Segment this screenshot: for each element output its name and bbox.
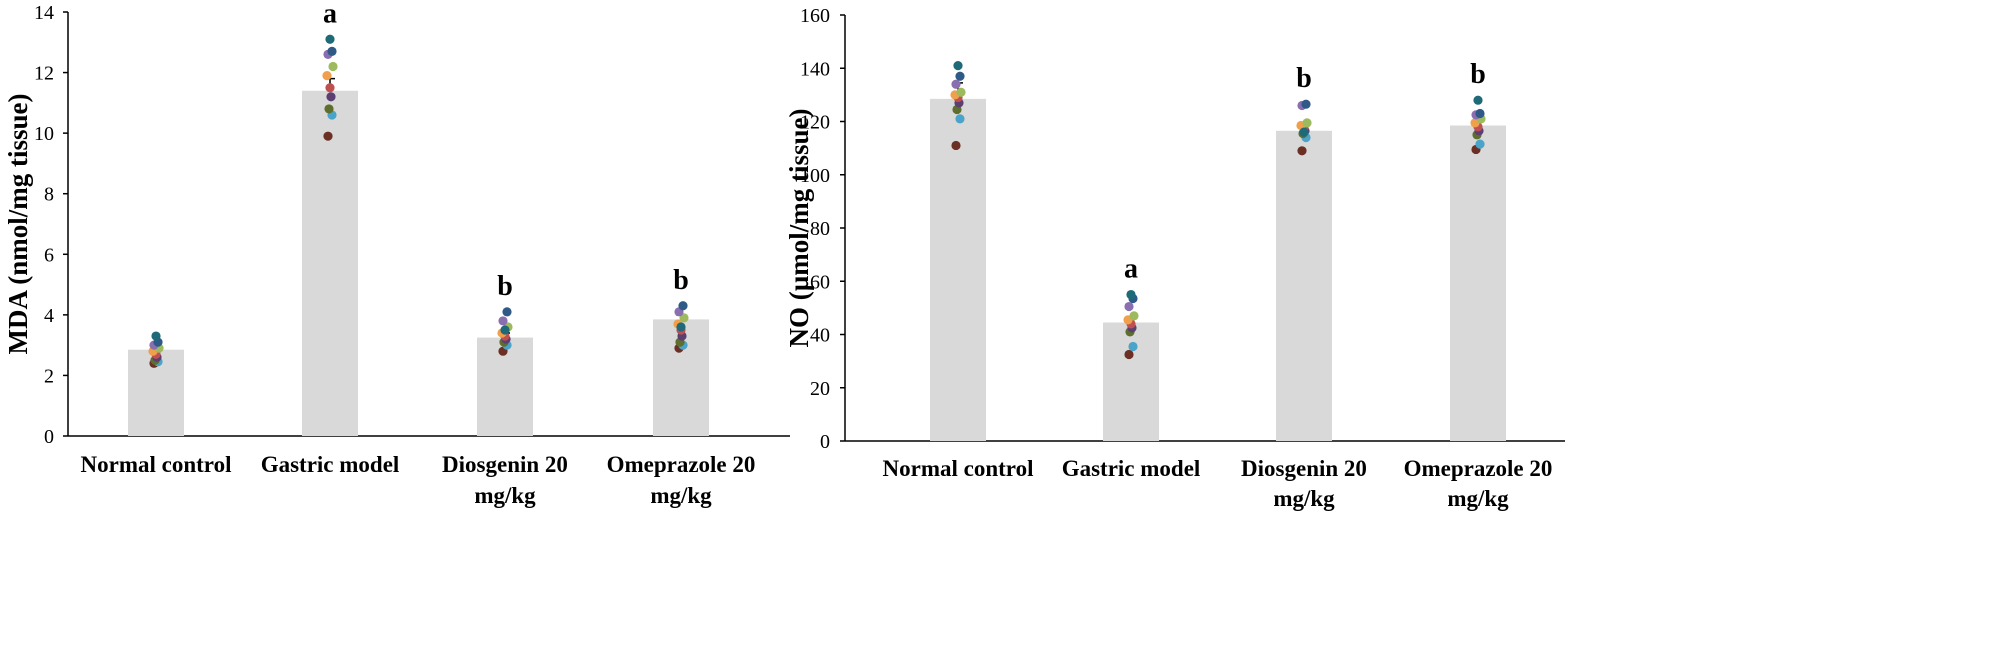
bar (1450, 125, 1506, 442)
bar (1276, 130, 1332, 441)
category-label: Omeprazole 20 (607, 452, 756, 477)
data-point (325, 83, 335, 93)
significance-label: b (1296, 63, 1312, 94)
category-label: Normal control (883, 456, 1034, 481)
data-point (1128, 341, 1138, 352)
y-tick-label: 40 (810, 325, 830, 347)
y-tick-label: 2 (44, 365, 54, 387)
category-label: Normal control (81, 452, 232, 477)
category-label-line2: mg/kg (1447, 486, 1509, 511)
data-point (498, 316, 508, 326)
data-point (678, 301, 688, 311)
y-tick-label: 100 (800, 165, 830, 187)
y-tick-label: 140 (800, 58, 830, 80)
significance-label: a (1124, 254, 1138, 285)
data-point (953, 60, 963, 71)
data-point (327, 46, 337, 56)
y-tick-label: 0 (44, 426, 54, 448)
data-point (1475, 139, 1485, 149)
y-tick-label: 4 (44, 305, 54, 327)
data-point (325, 34, 335, 44)
bar (302, 90, 358, 436)
data-point (1473, 95, 1483, 105)
category-label-line2: mg/kg (1273, 486, 1335, 511)
y-tick-label: 60 (810, 271, 830, 293)
category-label: Diosgenin 20 (1241, 456, 1367, 481)
data-point (323, 131, 333, 141)
y-tick-label: 160 (800, 5, 830, 27)
data-point (1301, 99, 1311, 109)
significance-label: a (323, 0, 337, 29)
data-point (955, 114, 965, 124)
data-point (676, 322, 686, 332)
data-point (500, 325, 510, 335)
data-point (151, 331, 161, 341)
data-point (322, 71, 332, 81)
y-axis-title: NO (µmol/mg tissue) (784, 108, 814, 347)
y-tick-label: 12 (34, 63, 54, 85)
data-point (1124, 301, 1134, 312)
y-axis-title: MDA (nmol/mg tissue) (3, 94, 33, 355)
data-point (1475, 108, 1485, 119)
data-point (956, 87, 966, 97)
data-point (951, 79, 961, 89)
data-point (679, 313, 689, 323)
category-label-line2: mg/kg (650, 483, 712, 508)
bar (1103, 322, 1159, 441)
bar (930, 98, 986, 442)
y-tick-label: 10 (34, 123, 54, 145)
data-point (1126, 289, 1136, 300)
data-point (1299, 127, 1309, 137)
category-label-line2: mg/kg (474, 483, 536, 508)
category-label: Gastric model (1062, 456, 1201, 481)
y-tick-label: 14 (34, 2, 54, 24)
y-tick-label: 120 (800, 112, 830, 134)
category-label: Diosgenin 20 (442, 452, 568, 477)
data-point (1124, 349, 1134, 360)
data-point (502, 307, 512, 317)
data-point (324, 104, 334, 114)
data-point (1302, 118, 1312, 128)
y-tick-label: 80 (810, 218, 830, 240)
y-tick-label: 6 (44, 244, 54, 266)
category-label: Gastric model (261, 452, 400, 477)
y-tick-label: 20 (810, 378, 830, 400)
data-point (951, 140, 961, 151)
data-point (1129, 311, 1139, 321)
data-point (328, 61, 338, 72)
y-tick-label: 8 (44, 184, 54, 206)
category-label: Omeprazole 20 (1404, 456, 1553, 481)
mda-chart: 0 2 4 6 8 10 12 14 MDA (nmol/mg tissue) Normal co… (3, 0, 790, 508)
data-point (1297, 146, 1307, 156)
significance-label: b (1470, 59, 1486, 90)
data-point (326, 92, 336, 102)
no-chart: 0 20 40 60 80 100 120 140 160 NO (µmol/mg tissue)… (784, 5, 1565, 511)
data-point (955, 71, 965, 81)
significance-label: b (673, 265, 689, 296)
y-tick-label: 0 (820, 431, 830, 453)
significance-label: b (497, 271, 513, 302)
